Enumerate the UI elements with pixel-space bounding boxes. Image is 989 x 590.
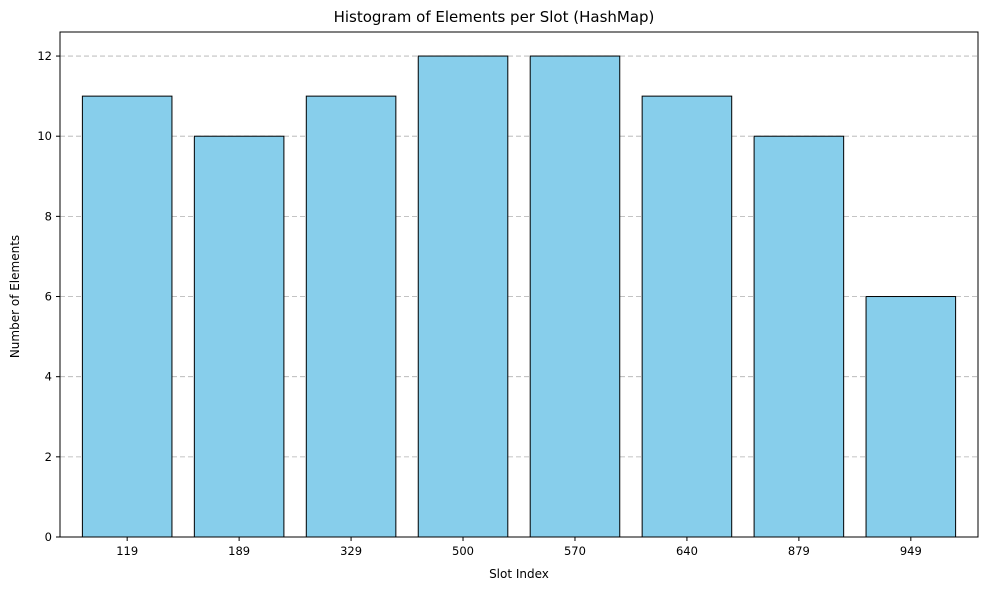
y-tick-label: 2 [45,450,52,464]
y-tick-label: 8 [45,209,52,223]
y-axis-ticks: 0 2 4 6 8 10 12 [37,49,60,544]
x-tick-label: 570 [564,544,586,558]
y-axis-label: Number of Elements [8,235,22,358]
bar-slot-640 [641,95,733,538]
x-tick-label: 329 [340,544,362,558]
x-tick-label: 500 [452,544,474,558]
x-axis-ticks: 119 189 329 500 570 640 879 949 [116,537,922,558]
y-tick-label: 0 [45,530,52,544]
x-axis-label: Slot Index [489,567,549,581]
x-tick-label: 879 [788,544,810,558]
y-tick-label: 10 [37,129,52,143]
bar-slot-119 [81,95,173,538]
y-tick-label: 4 [45,370,52,384]
y-tick-label: 12 [37,49,52,63]
y-tick-label: 6 [45,290,52,304]
plot-area-frame [59,31,979,538]
bar-slot-949 [865,296,957,538]
x-tick-label: 640 [676,544,698,558]
x-tick-label: 949 [900,544,922,558]
x-tick-label: 189 [228,544,250,558]
bar-slot-570 [529,55,621,538]
x-tick-label: 119 [116,544,138,558]
bar-slot-329 [305,95,397,538]
bar-slot-500 [417,55,509,538]
bar-slot-189 [193,135,285,538]
chart-title: Histogram of Elements per Slot (HashMap) [334,8,655,26]
bar-slot-879 [753,135,845,538]
bars [81,55,957,538]
